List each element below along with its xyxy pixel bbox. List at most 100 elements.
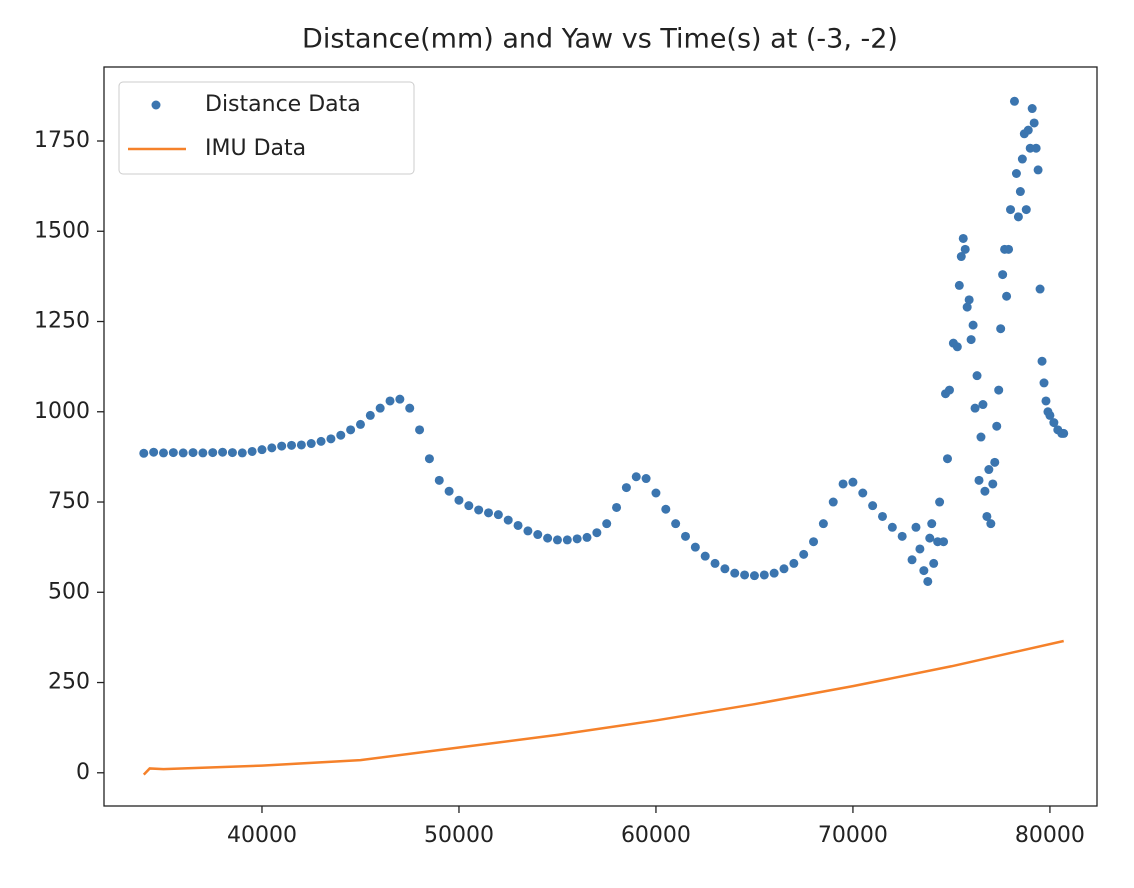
legend-box: [118, 81, 415, 175]
distance-point: [1041, 396, 1051, 406]
distance-point: [680, 531, 690, 541]
x-tick-label: 40000: [227, 823, 297, 848]
distance-point: [631, 472, 641, 482]
distance-point: [533, 530, 543, 540]
distance-point: [986, 519, 996, 529]
distance-point: [1027, 104, 1037, 114]
distance-point: [958, 233, 968, 243]
distance-point: [848, 477, 858, 487]
distance-point: [523, 526, 533, 536]
distance-point: [907, 555, 917, 565]
distance-point: [710, 558, 720, 568]
y-tick-label: 1750: [34, 128, 90, 153]
distance-point: [982, 511, 992, 521]
distance-point: [424, 454, 434, 464]
distance-point: [434, 475, 444, 485]
distance-point: [1004, 244, 1014, 254]
distance-point: [818, 519, 828, 529]
distance-point: [994, 385, 1004, 395]
distance-point: [592, 528, 602, 538]
distance-point: [208, 448, 218, 458]
distance-point: [1006, 205, 1016, 215]
chart-title: Distance(mm) and Yaw vs Time(s) at (-3, …: [302, 24, 898, 55]
distance-point: [868, 501, 878, 511]
distance-point: [984, 465, 994, 475]
distance-point: [474, 505, 484, 515]
distance-point: [168, 448, 178, 458]
distance-point: [395, 394, 405, 404]
distance-point: [954, 280, 964, 290]
distance-point: [454, 495, 464, 505]
distance-point: [1033, 165, 1043, 175]
legend-marker: [151, 100, 161, 110]
y-tick-label: 0: [76, 760, 90, 785]
distance-point: [911, 522, 921, 532]
distance-point: [799, 549, 809, 559]
distance-point: [326, 434, 336, 444]
distance-point: [1017, 154, 1027, 164]
plot-frame: [103, 66, 1098, 807]
distance-point: [919, 566, 929, 576]
distance-point: [749, 571, 759, 581]
distance-point: [503, 515, 513, 525]
distance-point: [671, 519, 681, 529]
distance-point: [964, 295, 974, 305]
distance-point: [1035, 284, 1045, 294]
distance-point: [336, 430, 346, 440]
distance-point: [139, 448, 149, 458]
distance-point: [1021, 205, 1031, 215]
distance-point: [838, 479, 848, 489]
distance-point: [493, 510, 503, 520]
distance-point: [277, 441, 287, 451]
distance-point: [346, 425, 356, 435]
distance-point: [828, 497, 838, 507]
distance-point: [962, 302, 972, 312]
distance-point: [990, 457, 1000, 467]
distance-point: [966, 335, 976, 345]
distance-point: [227, 448, 237, 458]
distance-point: [996, 324, 1006, 334]
distance-point: [952, 342, 962, 352]
distance-point: [612, 502, 622, 512]
distance-point: [641, 474, 651, 484]
distance-point: [158, 448, 168, 458]
distance-point: [1049, 418, 1059, 428]
legend-label: IMU Data: [205, 136, 306, 161]
distance-point: [972, 371, 982, 381]
distance-point: [178, 448, 188, 458]
distance-point: [365, 410, 375, 420]
distance-point: [769, 568, 779, 578]
distance-point: [956, 252, 966, 262]
distance-point: [405, 403, 415, 413]
distance-point: [730, 568, 740, 578]
distance-point: [149, 447, 159, 457]
distance-point: [237, 448, 247, 458]
distance-point: [925, 533, 935, 543]
distance-point: [789, 558, 799, 568]
distance-point: [759, 570, 769, 580]
y-tick-label: 500: [48, 579, 90, 604]
distance-point: [198, 448, 208, 458]
distance-point: [720, 564, 730, 574]
distance-point: [296, 440, 306, 450]
distance-point: [218, 447, 228, 457]
distance-point: [543, 533, 553, 543]
distance-point: [980, 486, 990, 496]
y-tick-label: 1500: [34, 218, 90, 243]
distance-point: [978, 400, 988, 410]
distance-point: [1045, 410, 1055, 420]
distance-point: [992, 421, 1002, 431]
distance-point: [935, 497, 945, 507]
distance-point: [1023, 125, 1033, 135]
distance-point: [939, 537, 949, 547]
distance-point: [927, 519, 937, 529]
distance-point: [740, 570, 750, 580]
distance-point: [1039, 378, 1049, 388]
imu-line: [142, 639, 1064, 776]
distance-point: [974, 475, 984, 485]
distance-point: [968, 320, 978, 330]
legend-label: Distance Data: [205, 92, 361, 117]
distance-point: [690, 542, 700, 552]
distance-point: [976, 432, 986, 442]
